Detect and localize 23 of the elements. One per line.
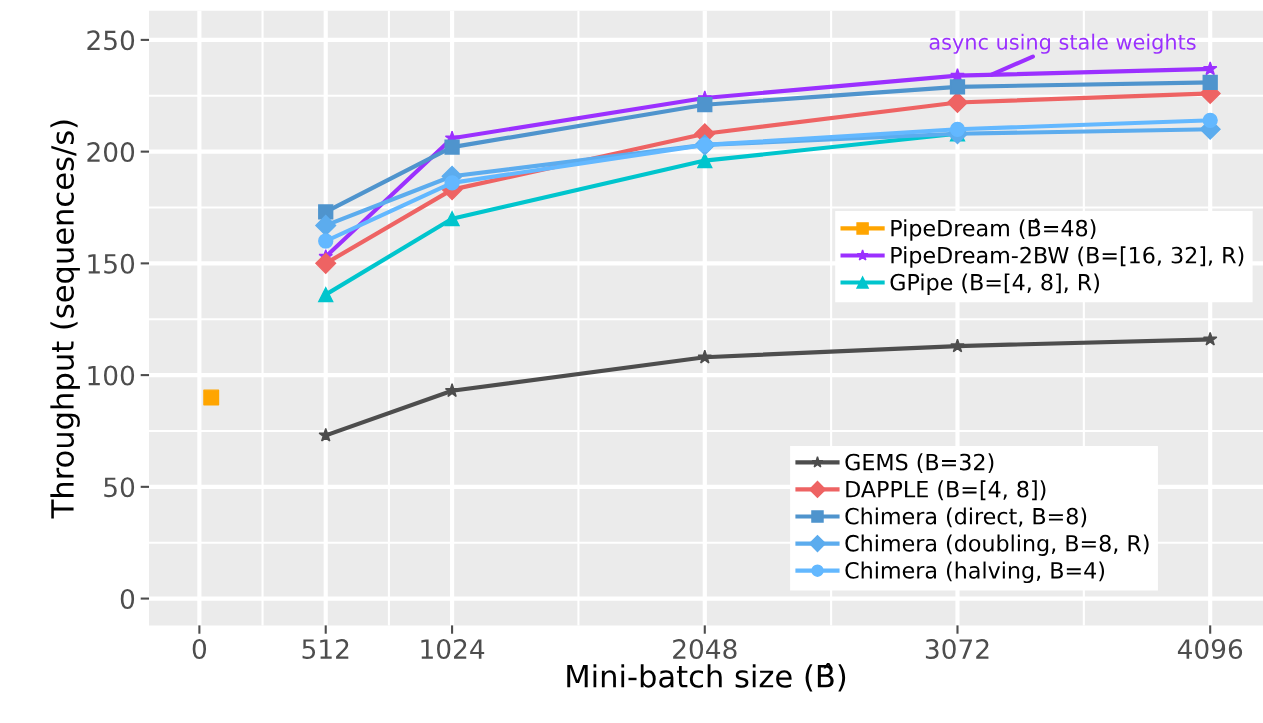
- y-tick-label: 150: [88, 253, 135, 274]
- legend-label: GEMS (B=32): [845, 453, 994, 474]
- y-tick-label: 0: [120, 589, 135, 609]
- legend-label: PipeDream (B̂=48): [891, 218, 1096, 241]
- y-tick-label: 200: [87, 142, 135, 163]
- x-tick-label: 512: [302, 639, 349, 660]
- legend-label: Chimera (halving, B=4): [845, 561, 1105, 584]
- x-tick-label: 4096: [1177, 639, 1243, 660]
- legend-label: PipeDream-2BW (B=[16, 32], R): [891, 246, 1244, 268]
- y-tick-label: 100: [88, 365, 135, 386]
- y-axis-title: Throughput (sequences/s): [50, 120, 80, 519]
- x-tick-label: 1024: [421, 639, 485, 660]
- x-tick-label: 2048: [673, 639, 737, 660]
- x-tick-label: 0: [192, 639, 207, 660]
- legend-label: GPipe (B=[4, 8], R): [890, 273, 1099, 295]
- legend-label: Chimera (doubling, B=8, R): [845, 534, 1149, 556]
- y-tick-label: 250: [87, 30, 135, 51]
- y-tick-label: 50: [104, 477, 135, 498]
- annotation: async using stale weights: [929, 33, 1196, 54]
- legend-label: Chimera (direct, B=8): [845, 507, 1087, 528]
- legend-label: DAPPLE (B=[4, 8]): [846, 480, 1046, 501]
- x-axis-title: Mini-batch size (B̂): [567, 662, 846, 692]
- x-tick-label: 3072: [925, 639, 989, 660]
